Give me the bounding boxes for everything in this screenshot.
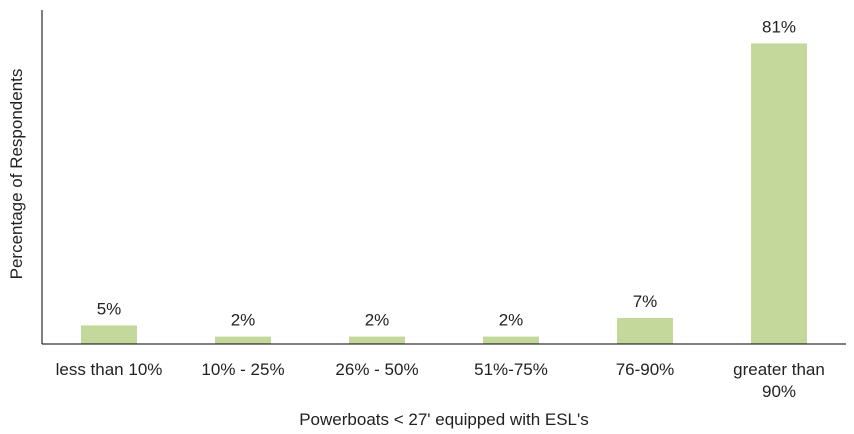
data-labels-group: 5% 2% 2% 2% 7% 81% (97, 17, 796, 329)
data-label-4: 7% (633, 292, 658, 311)
bar-3 (483, 336, 539, 344)
x-tick-label-3: 51%-75% (474, 360, 548, 379)
data-label-3: 2% (499, 311, 524, 330)
data-label-0: 5% (97, 299, 122, 318)
x-tick-label-line: 51%-75% (474, 360, 548, 379)
x-tick-label-line: greater than (733, 360, 825, 379)
bar-2 (349, 336, 405, 344)
x-axis-label: Powerboats < 27' equipped with ESL's (299, 410, 589, 429)
x-tick-label-2: 26% - 50% (335, 360, 418, 379)
bar-5 (751, 43, 807, 345)
data-label-1: 2% (231, 311, 256, 330)
bar-1 (215, 336, 271, 344)
x-tick-label-5: greater than 90% (733, 360, 825, 401)
bar-0 (81, 325, 137, 344)
bars-group (81, 43, 807, 345)
x-tick-label-0: less than 10% (56, 360, 163, 379)
x-tick-label-line: 76-90% (616, 360, 675, 379)
y-axis-label: Percentage of Respondents (7, 69, 26, 280)
bar-4 (617, 318, 673, 344)
data-label-5: 81% (762, 17, 796, 36)
x-tick-label-4: 76-90% (616, 360, 675, 379)
x-tick-label-line: less than 10% (56, 360, 163, 379)
x-tick-label-line: 26% - 50% (335, 360, 418, 379)
x-tick-label-line: 10% - 25% (201, 360, 284, 379)
x-tick-label-line: 90% (762, 382, 796, 401)
x-tick-label-1: 10% - 25% (201, 360, 284, 379)
data-label-2: 2% (365, 311, 390, 330)
x-tick-labels-group: less than 10% 10% - 25% 26% - 50% 51%-75% 76… (56, 360, 825, 401)
